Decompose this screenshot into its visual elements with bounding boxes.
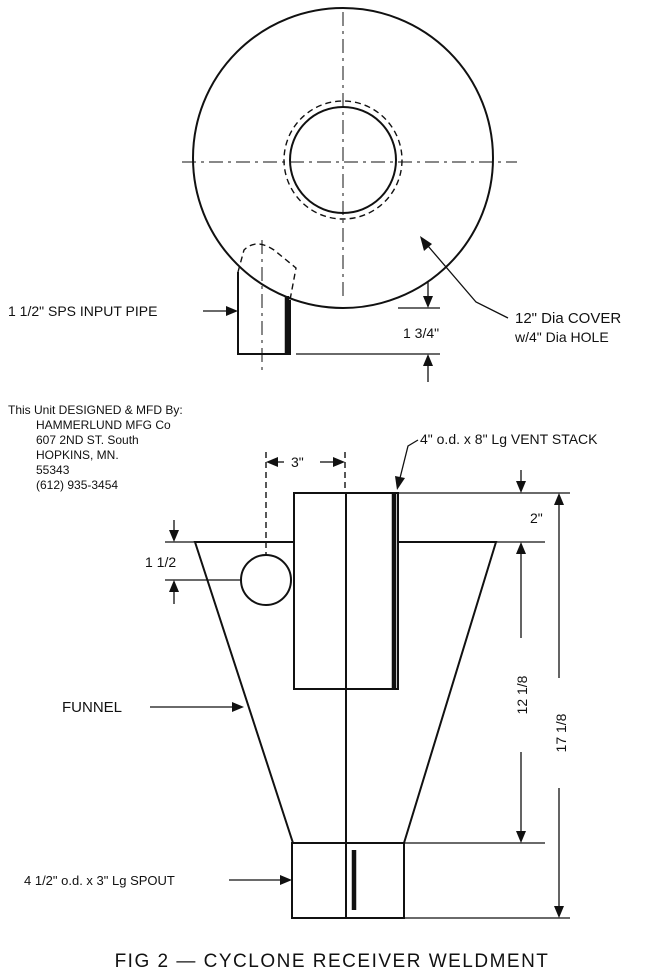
dim-17-1-8-arrow-down — [554, 906, 564, 918]
vent-stack-leader — [399, 439, 419, 479]
dim-17-1-8-label: 17 1/8 — [553, 713, 569, 752]
cover-label-line1: 12" Dia COVER — [515, 310, 621, 327]
dim-12-1-8-arrow-up — [516, 542, 526, 554]
dim-3-label: 3" — [291, 454, 304, 470]
dim-12-1-8-label: 12 1/8 — [514, 675, 530, 714]
spout-label: 4 1/2" o.d. x 3" Lg SPOUT — [24, 873, 175, 888]
designer-line-1: This Unit DESIGNED & MFD By: — [8, 403, 183, 417]
input-port-circle — [240, 554, 292, 606]
cover-label-line2: w/4" Dia HOLE — [514, 329, 609, 345]
dim-1-1-2-arrow-down — [169, 530, 179, 542]
vent-stack-label: 4" o.d. x 8" Lg VENT STACK — [420, 431, 598, 447]
spout-arrow — [280, 875, 292, 885]
figure-caption: FIG 2 — CYCLONE RECEIVER WELDMENT — [115, 951, 550, 972]
cover-hole-circle — [289, 106, 397, 214]
designer-line-2: HAMMERLUND MFG Co — [36, 418, 171, 432]
cover-hole-hidden-circle — [283, 100, 403, 220]
funnel-arrow — [232, 702, 244, 712]
cover-leader — [427, 245, 509, 319]
dim-1-1-2-arrow-up — [169, 580, 179, 592]
designer-line-4: HOPKINS, MN. — [36, 448, 119, 462]
input-pipe-arrow — [226, 306, 238, 316]
input-pipe-label: 1 1/2" SPS INPUT PIPE — [8, 303, 157, 319]
dim-1-3-4-arrow-up — [423, 354, 433, 366]
cover-outer-circle — [192, 7, 494, 309]
dim-2-label: 2" — [530, 510, 543, 526]
dim-12-1-8-arrow-down — [516, 831, 526, 843]
input-pipe-body — [237, 272, 291, 355]
top-view — [182, 7, 517, 382]
side-view — [150, 439, 570, 919]
designer-line-3: 607 2ND ST. South — [36, 433, 139, 447]
dim-1-1-2-label: 1 1/2 — [145, 554, 176, 570]
dim-1-3-4-arrow-down — [423, 296, 433, 308]
vent-stack-arrow — [395, 476, 405, 490]
dim-3-arrow-left — [266, 457, 278, 467]
input-pipe-hidden-end — [237, 243, 297, 301]
dim-2-arrow-down — [516, 481, 526, 493]
funnel-label: FUNNEL — [62, 699, 122, 716]
designer-line-5: 55343 — [36, 463, 70, 477]
designer-block: This Unit DESIGNED & MFD By: HAMMERLUND … — [8, 403, 183, 492]
dim-17-1-8-arrow-up — [554, 493, 564, 505]
spout — [291, 842, 405, 919]
designer-line-6: (612) 935-3454 — [36, 478, 118, 492]
dim-1-3-4-label: 1 3/4" — [403, 325, 439, 341]
dim-3-arrow-right — [333, 457, 345, 467]
cover-arrow — [420, 236, 432, 251]
